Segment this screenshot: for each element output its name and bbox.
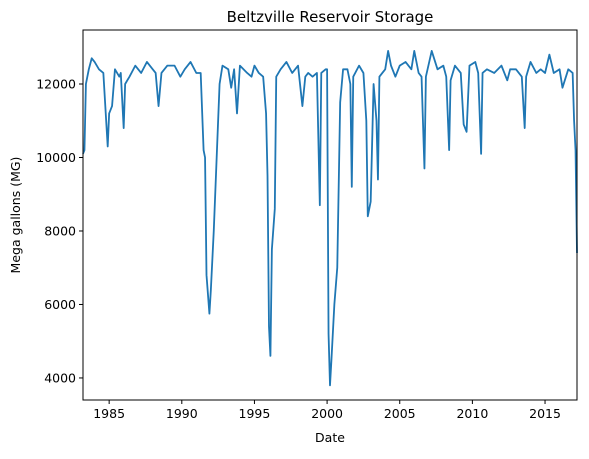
x-tick-label: 1985: [93, 406, 125, 421]
x-axis-label: Date: [315, 430, 345, 445]
x-tick-label: 2010: [456, 406, 488, 421]
y-tick-label: 6000: [44, 297, 76, 312]
x-tick-label: 2005: [384, 406, 416, 421]
x-tick-label: 2000: [311, 406, 343, 421]
y-tick-label: 12000: [36, 77, 76, 92]
y-axis-label: Mega gallons (MG): [8, 157, 23, 274]
y-tick-label: 10000: [36, 150, 76, 165]
x-tick-label: 1990: [166, 406, 198, 421]
x-tick-label: 2015: [529, 406, 561, 421]
y-tick-label: 4000: [44, 370, 76, 385]
x-tick-label: 1995: [239, 406, 271, 421]
chart-title: Beltzville Reservoir Storage: [227, 8, 434, 26]
plot-frame: [82, 29, 578, 401]
data-line: [82, 50, 578, 387]
y-tick-label: 8000: [44, 223, 76, 238]
